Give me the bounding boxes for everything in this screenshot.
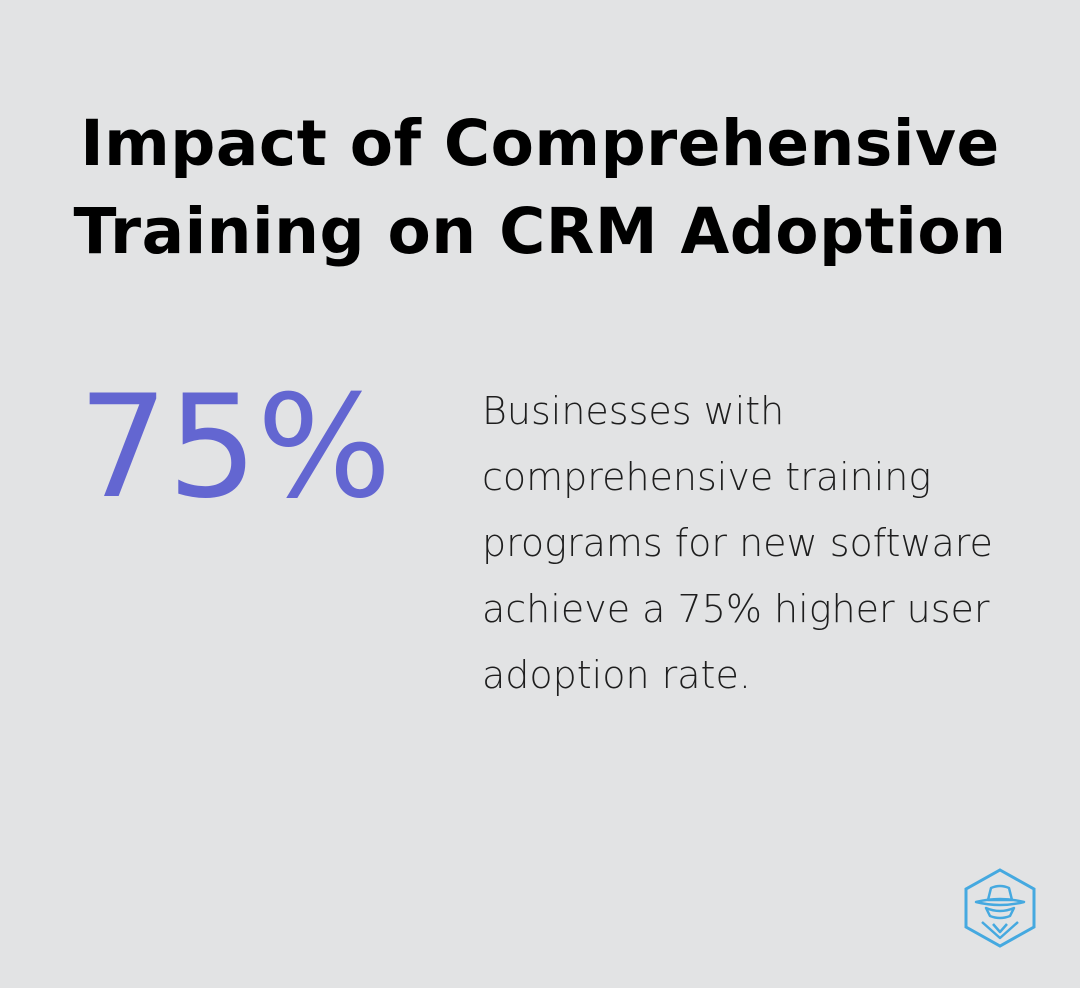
stat-value: 75%: [78, 365, 392, 530]
stat-description: Businesses with comprehensive training p…: [482, 389, 993, 697]
spy-hat-hexagon-icon: [964, 868, 1036, 948]
page-title: Impact of Comprehensive Training on CRM …: [73, 107, 1007, 268]
